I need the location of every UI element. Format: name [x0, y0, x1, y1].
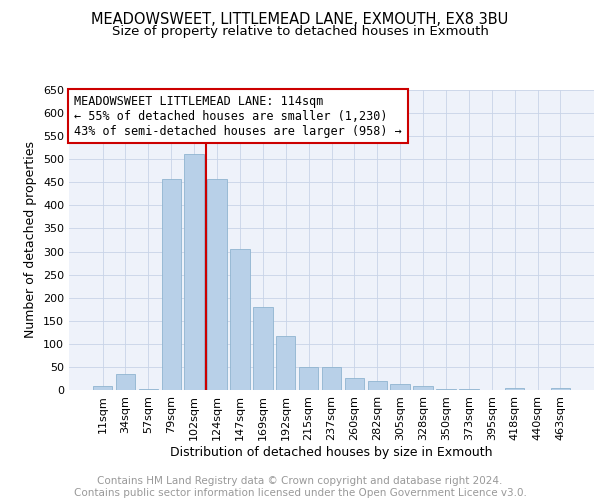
- Bar: [253, 307, 272, 390]
- Bar: [161, 178, 181, 390]
- Bar: [505, 388, 524, 390]
- Text: Size of property relative to detached houses in Exmouth: Size of property relative to detached ho…: [112, 25, 488, 38]
- Bar: [276, 336, 295, 390]
- Text: MEADOWSWEET, LITTLEMEAD LANE, EXMOUTH, EX8 3BU: MEADOWSWEET, LITTLEMEAD LANE, EXMOUTH, E…: [91, 12, 509, 28]
- Bar: [184, 154, 204, 390]
- Text: Contains HM Land Registry data © Crown copyright and database right 2024.
Contai: Contains HM Land Registry data © Crown c…: [74, 476, 526, 498]
- Bar: [436, 388, 455, 390]
- Bar: [299, 367, 319, 390]
- Bar: [459, 389, 479, 390]
- Bar: [139, 389, 158, 390]
- Bar: [93, 386, 112, 390]
- Bar: [344, 378, 364, 390]
- Bar: [391, 384, 410, 390]
- Bar: [322, 367, 341, 390]
- Y-axis label: Number of detached properties: Number of detached properties: [25, 142, 37, 338]
- X-axis label: Distribution of detached houses by size in Exmouth: Distribution of detached houses by size …: [170, 446, 493, 458]
- Bar: [208, 178, 227, 390]
- Bar: [230, 249, 250, 390]
- Bar: [551, 388, 570, 390]
- Text: MEADOWSWEET LITTLEMEAD LANE: 114sqm
← 55% of detached houses are smaller (1,230): MEADOWSWEET LITTLEMEAD LANE: 114sqm ← 55…: [74, 94, 402, 138]
- Bar: [368, 381, 387, 390]
- Bar: [116, 374, 135, 390]
- Bar: [413, 386, 433, 390]
